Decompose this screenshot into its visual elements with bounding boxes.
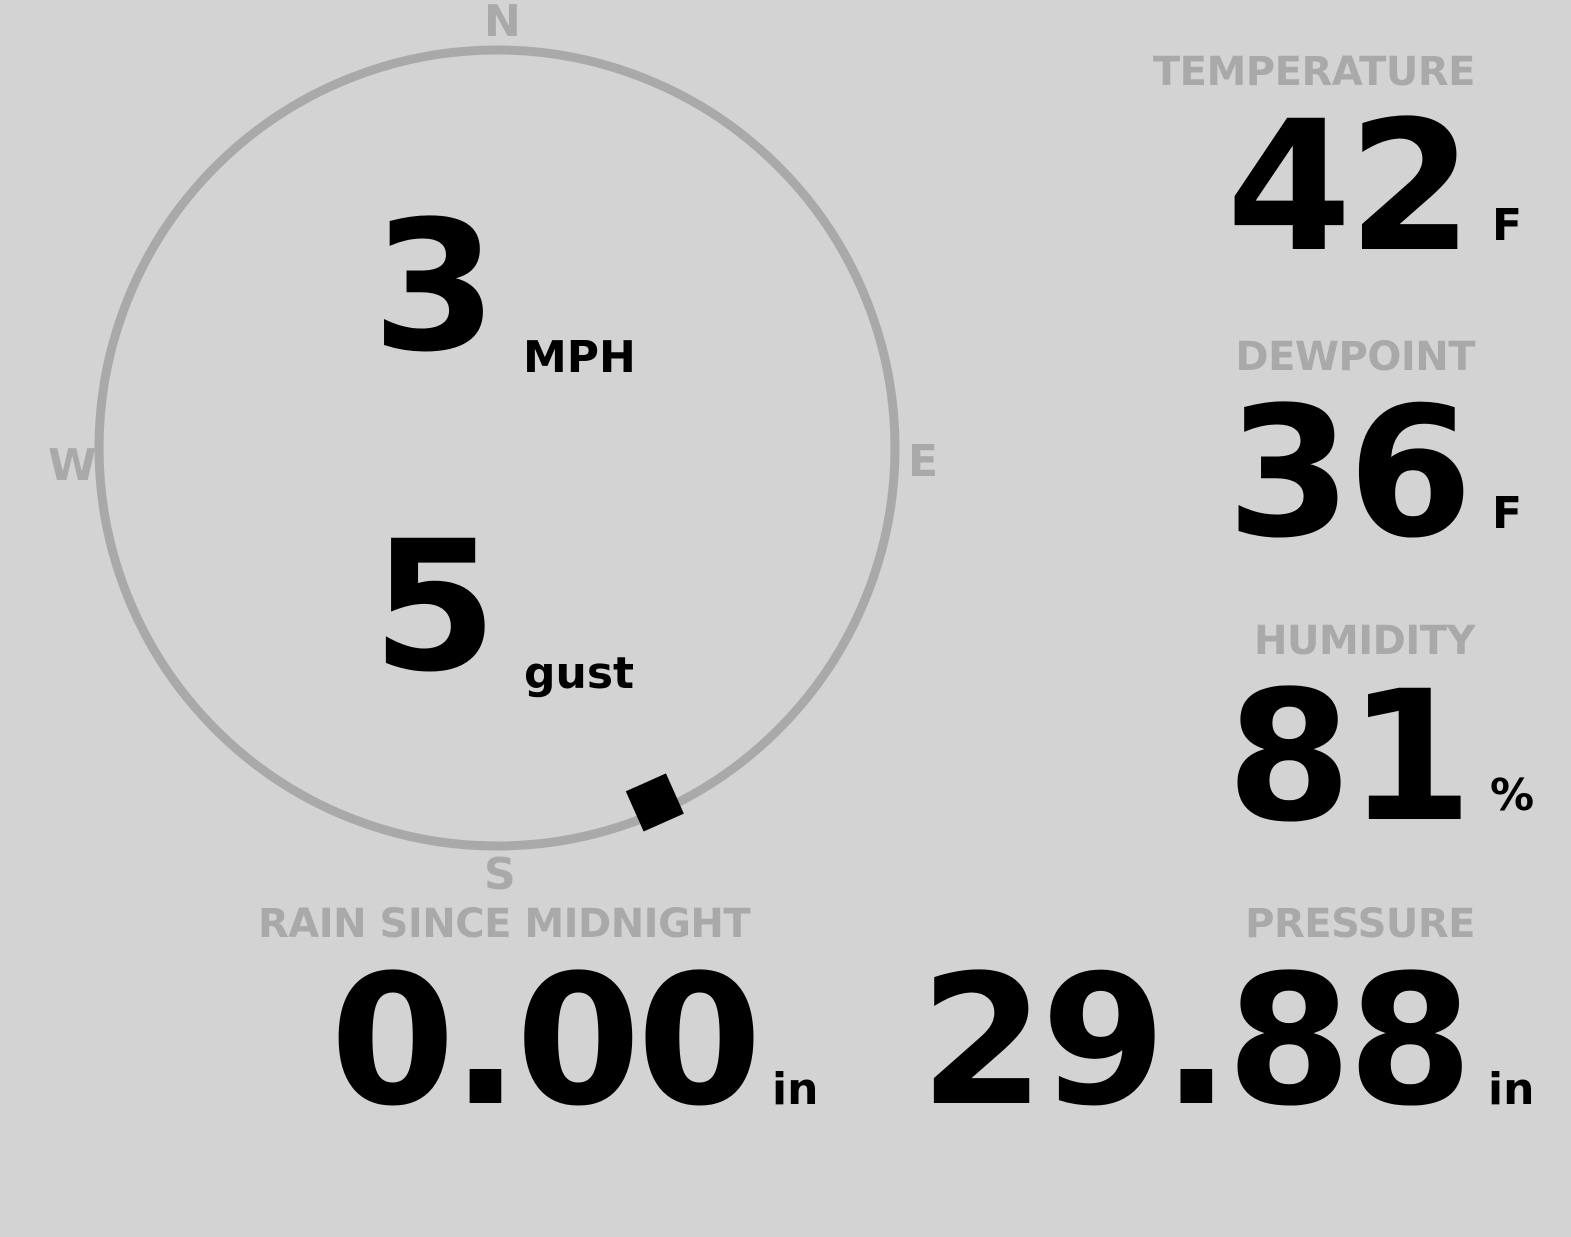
rain-unit: in	[772, 1064, 819, 1115]
rain-value: 0.00	[330, 937, 762, 1146]
wind-direction-marker	[625, 773, 684, 832]
wind-compass	[94, 45, 900, 851]
wind-speed-value: 3	[372, 183, 497, 392]
humidity-value: 81	[1226, 653, 1473, 862]
compass-ring	[94, 45, 900, 851]
temperature-unit: F	[1492, 200, 1523, 251]
humidity-label: HUMIDITY	[1254, 618, 1475, 664]
wind-gust-value: 5	[372, 503, 497, 712]
wind-speed-unit: MPH	[523, 332, 636, 383]
temperature-label: TEMPERATURE	[1152, 49, 1476, 95]
pressure-unit: in	[1488, 1064, 1535, 1115]
compass-north: N	[484, 0, 521, 47]
dewpoint-value: 36	[1226, 369, 1473, 578]
pressure-value: 29.88	[919, 937, 1473, 1146]
dewpoint-label: DEWPOINT	[1235, 334, 1475, 380]
wind-gust-unit: gust	[524, 648, 635, 699]
temperature-value: 42	[1226, 83, 1473, 292]
humidity-unit: %	[1490, 770, 1535, 821]
pressure-label: PRESSURE	[1245, 901, 1475, 947]
compass-south: S	[484, 849, 516, 900]
compass-east: E	[908, 436, 939, 487]
dewpoint-unit: F	[1492, 488, 1523, 539]
rain-label: RAIN SINCE MIDNIGHT	[258, 901, 751, 947]
compass-west: W	[48, 440, 97, 491]
